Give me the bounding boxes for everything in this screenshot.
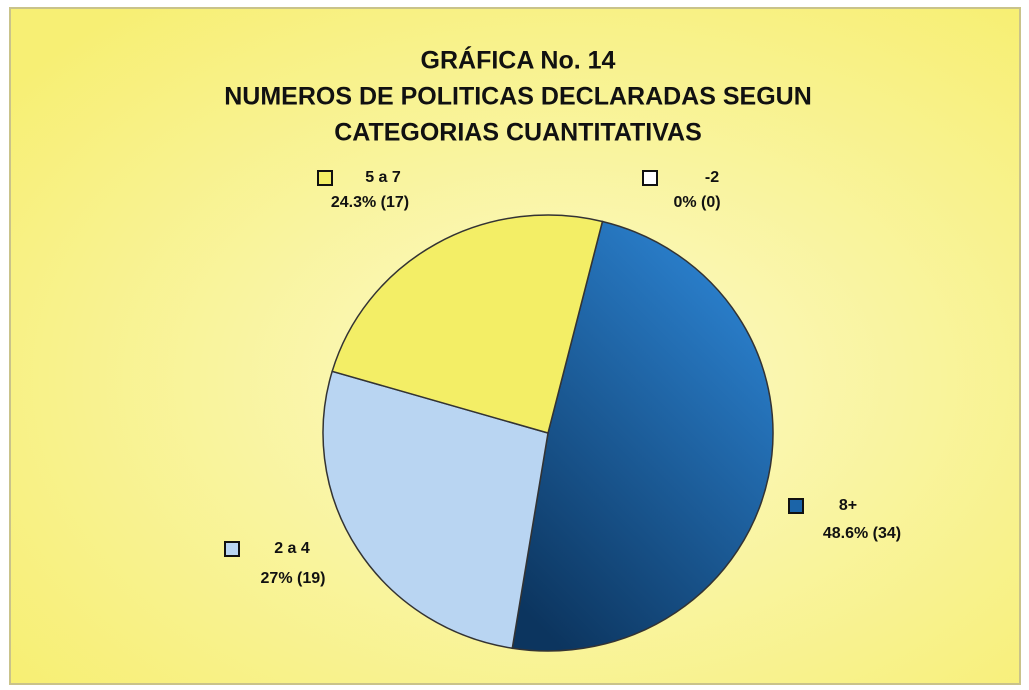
chart-title: CATEGORIAS CUANTITATIVAS — [334, 119, 702, 147]
legend-swatch — [317, 170, 333, 186]
slice-label: 8+ — [839, 497, 857, 514]
slice-label: 5 a 7 — [365, 169, 401, 186]
pie-slice — [322, 370, 549, 650]
value-label: 48.6% (34) — [823, 525, 901, 542]
value-label: 27% (19) — [261, 570, 326, 587]
legend-swatch — [224, 541, 240, 557]
pie-slice — [331, 214, 604, 434]
legend-swatch — [788, 498, 804, 514]
pie-slice — [511, 220, 774, 652]
value-label: 0% (0) — [673, 194, 720, 211]
slice-label: -2 — [705, 169, 719, 186]
value-label: 24.3% (17) — [331, 194, 409, 211]
legend-swatch — [642, 170, 658, 186]
chart-title: NUMEROS DE POLITICAS DECLARADAS SEGUN — [224, 83, 812, 111]
slice-label: 2 a 4 — [274, 540, 310, 557]
chart-title: GRÁFICA No. 14 — [421, 46, 616, 75]
